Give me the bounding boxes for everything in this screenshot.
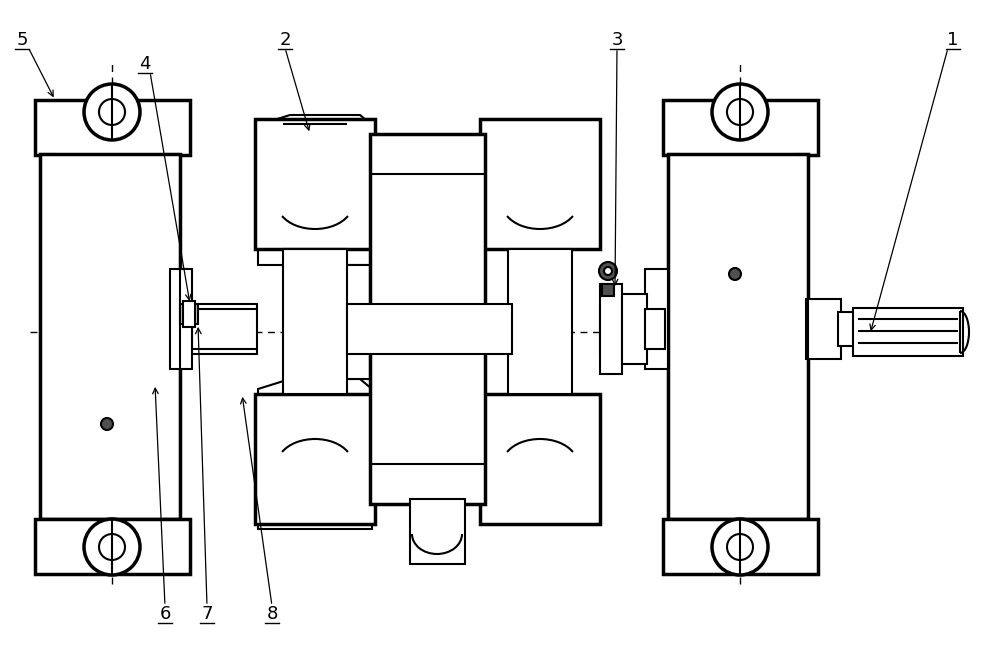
Circle shape (727, 99, 753, 125)
Bar (806, 299, 841, 359)
Text: 5: 5 (16, 31, 28, 49)
Bar (255, 119, 375, 249)
Bar (35, 519, 190, 574)
Bar (192, 304, 257, 354)
Bar (645, 269, 668, 369)
Bar (480, 119, 600, 249)
Circle shape (604, 267, 612, 275)
Circle shape (99, 99, 125, 125)
Circle shape (599, 262, 617, 280)
Bar (477, 134, 485, 504)
Text: 8: 8 (266, 605, 278, 623)
Circle shape (712, 84, 768, 140)
Bar (40, 154, 180, 519)
Text: 3: 3 (611, 31, 623, 49)
Bar (480, 394, 600, 524)
Circle shape (84, 519, 140, 575)
Bar (370, 134, 378, 504)
Polygon shape (258, 115, 372, 265)
Bar (663, 100, 818, 155)
Text: 1: 1 (947, 31, 959, 49)
Text: 6: 6 (159, 605, 171, 623)
Text: 4: 4 (139, 55, 151, 73)
Bar (645, 309, 665, 349)
Bar (370, 134, 485, 504)
Bar (347, 304, 512, 354)
Bar (838, 312, 856, 346)
Circle shape (712, 519, 768, 575)
Polygon shape (165, 184, 180, 464)
Bar (180, 304, 198, 324)
Bar (602, 284, 614, 296)
Bar (668, 194, 680, 464)
Text: 7: 7 (201, 605, 213, 623)
Bar (663, 519, 818, 574)
Polygon shape (40, 184, 55, 464)
Bar (508, 249, 572, 394)
Circle shape (729, 268, 741, 280)
Polygon shape (258, 379, 372, 529)
Bar (290, 265, 370, 379)
Bar (283, 249, 347, 394)
Circle shape (727, 534, 753, 560)
Circle shape (101, 418, 113, 430)
Bar (410, 499, 465, 564)
Bar (600, 284, 622, 374)
Bar (255, 394, 375, 524)
Circle shape (84, 84, 140, 140)
Bar (183, 301, 195, 327)
Bar (668, 154, 808, 519)
Bar (853, 308, 963, 356)
Circle shape (99, 534, 125, 560)
Bar (35, 100, 190, 155)
Bar (796, 194, 808, 464)
Bar (170, 269, 192, 369)
Bar (600, 304, 695, 354)
Text: 2: 2 (279, 31, 291, 49)
Bar (622, 294, 647, 364)
